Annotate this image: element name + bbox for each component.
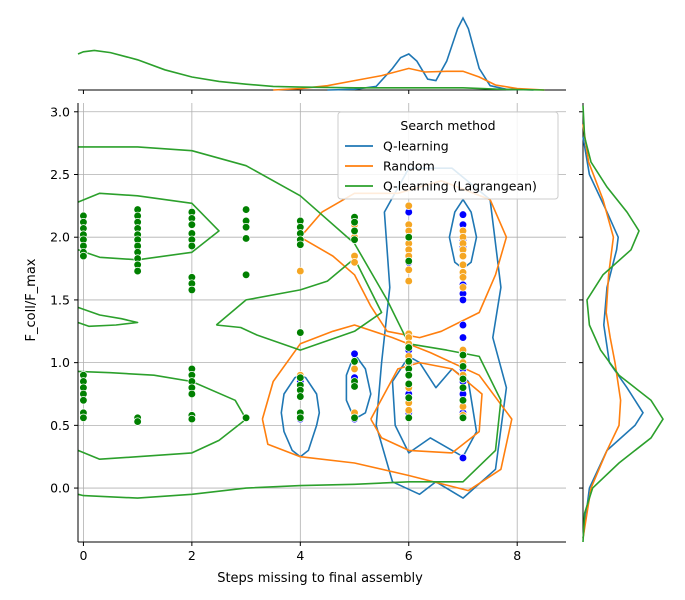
axes: 0 2 4 6 8 0.0 0.5 1.0 1.5 2.0 2.5 3.0: [50, 103, 566, 563]
legend-title: Search method: [400, 118, 495, 133]
scatter-points: [79, 201, 468, 463]
point-q-learning-lagrangean-27: [133, 417, 142, 426]
point-q-learning-lagrangean-30: [187, 220, 197, 229]
point-q-learning-lagrangean-46: [241, 223, 251, 232]
point-q-learning-lagrangean-64: [350, 226, 359, 236]
point-q-learning-lagrangean-49: [241, 413, 251, 422]
kde-contour-q-learning-3: [375, 167, 508, 499]
main-scatter-plot: 0 2 4 6 8 0.0 0.5 1.0 1.5 2.0 2.5 3.0: [50, 103, 566, 563]
kde-contour-q-learning-2: [345, 353, 372, 420]
point-q-learning-lagrangean-55: [296, 328, 305, 337]
x-tick-label-2: 2: [188, 548, 196, 563]
x-tick-label-6: 6: [405, 548, 413, 563]
point-random-34: [458, 260, 468, 269]
point-q-learning-lagrangean-12: [79, 396, 88, 405]
point-q-learning-lagrangean-14: [79, 413, 88, 422]
point-q-learning-lagrangean-83: [458, 396, 468, 405]
y-tick-label-2.5: 2.5: [50, 167, 70, 182]
point-q-learning-lagrangean-73: [404, 357, 413, 366]
right-density-q-learning-lagrangean: [582, 105, 664, 543]
point-q-learning-lagrangean-48: [241, 270, 251, 279]
point-random-0: [296, 266, 305, 276]
y-tick-label-1.0: 1.0: [50, 355, 70, 370]
x-tick-label-4: 4: [296, 548, 304, 563]
point-random-28: [404, 406, 413, 415]
point-q-learning-lagrangean-63: [350, 218, 359, 227]
y-tick-label-2.0: 2.0: [50, 230, 70, 245]
x-tick-label-8: 8: [513, 548, 521, 563]
y-tick-label-0.0: 0.0: [50, 481, 70, 496]
right-density-random: [582, 124, 622, 539]
point-q-learning-lagrangean-81: [458, 374, 468, 384]
kde-contour-random-0: [261, 324, 513, 492]
point-q-learning-lagrangean-72: [404, 343, 413, 352]
kde-contour-q-learning-lagrangean-3: [77, 306, 139, 328]
top-density-q-learning-lagrangean: [77, 49, 545, 91]
point-q-learning-lagrangean-41: [187, 389, 197, 399]
point-q-learning-lagrangean-69: [350, 413, 359, 422]
point-random-36: [458, 273, 468, 282]
point-random-37: [458, 283, 468, 292]
point-random-17: [404, 265, 413, 274]
right-density-q-learning: [582, 136, 644, 539]
legend-label-random: Random: [383, 159, 435, 174]
point-q-learning-lagrangean-70: [404, 233, 413, 242]
legend-label-q-learning-lagrangean: Q-learning (Lagrangean): [383, 179, 537, 194]
point-q-learning-lagrangean-7: [79, 251, 88, 261]
point-random-18: [404, 276, 413, 286]
point-q-learning-20: [458, 320, 468, 330]
point-q-learning-0: [350, 349, 359, 359]
point-random-7: [350, 258, 359, 267]
top-marginal-density: [77, 16, 566, 94]
kde-contour-q-learning-lagrangean-4: [215, 257, 383, 351]
kde-contour-q-learning-lagrangean-0: [77, 146, 502, 499]
point-q-learning-lagrangean-71: [404, 256, 413, 266]
point-q-learning-lagrangean-68: [350, 382, 359, 391]
right-marginal-density: [579, 103, 664, 543]
point-q-learning-10: [458, 210, 468, 219]
point-q-learning-lagrangean-82: [458, 383, 468, 392]
point-q-learning-lagrangean-25: [133, 266, 142, 276]
x-axis-label: Steps missing to final assembly: [217, 571, 423, 586]
kde-contour-q-learning-lagrangean-1: [77, 192, 220, 261]
point-q-learning-lagrangean-44: [241, 205, 251, 214]
point-q-learning-lagrangean-43: [187, 414, 197, 424]
point-q-learning-lagrangean-78: [404, 413, 413, 422]
point-q-learning-lagrangean-33: [187, 241, 197, 251]
point-q-learning-29: [458, 453, 468, 463]
y-tick-label-1.5: 1.5: [50, 292, 70, 307]
point-q-learning-19: [458, 295, 468, 305]
point-q-learning-lagrangean-66: [350, 357, 359, 366]
point-q-learning-lagrangean-77: [404, 393, 413, 402]
point-q-learning-lagrangean-54: [296, 240, 305, 249]
point-q-learning-lagrangean-75: [404, 371, 413, 380]
legend: Search method Q-learning Random Q-learning…: [337, 111, 559, 200]
point-random-10: [404, 201, 413, 211]
point-q-learning-lagrangean-80: [458, 362, 468, 371]
point-q-learning-lagrangean-79: [458, 350, 468, 360]
point-q-learning-21: [458, 333, 468, 342]
y-tick-label-0.5: 0.5: [50, 418, 70, 433]
point-q-learning-lagrangean-47: [241, 234, 251, 243]
x-tick-label-0: 0: [79, 548, 87, 563]
point-q-learning-lagrangean-56: [296, 373, 305, 382]
point-q-learning-lagrangean-84: [458, 413, 468, 422]
y-axis-label: F_coll/F_max: [24, 258, 39, 341]
point-random-33: [458, 251, 468, 261]
point-random-8: [350, 364, 359, 374]
point-q-learning-lagrangean-59: [296, 392, 305, 401]
y-tick-label-3.0: 3.0: [50, 104, 70, 119]
legend-label-q-learning: Q-learning: [383, 139, 449, 154]
top-density-random: [273, 67, 545, 91]
point-q-learning-lagrangean-65: [350, 235, 359, 244]
legend-box: [337, 111, 559, 200]
point-q-learning-lagrangean-76: [404, 379, 413, 389]
point-q-learning-lagrangean-61: [296, 413, 305, 422]
point-q-learning-lagrangean-36: [187, 285, 197, 295]
